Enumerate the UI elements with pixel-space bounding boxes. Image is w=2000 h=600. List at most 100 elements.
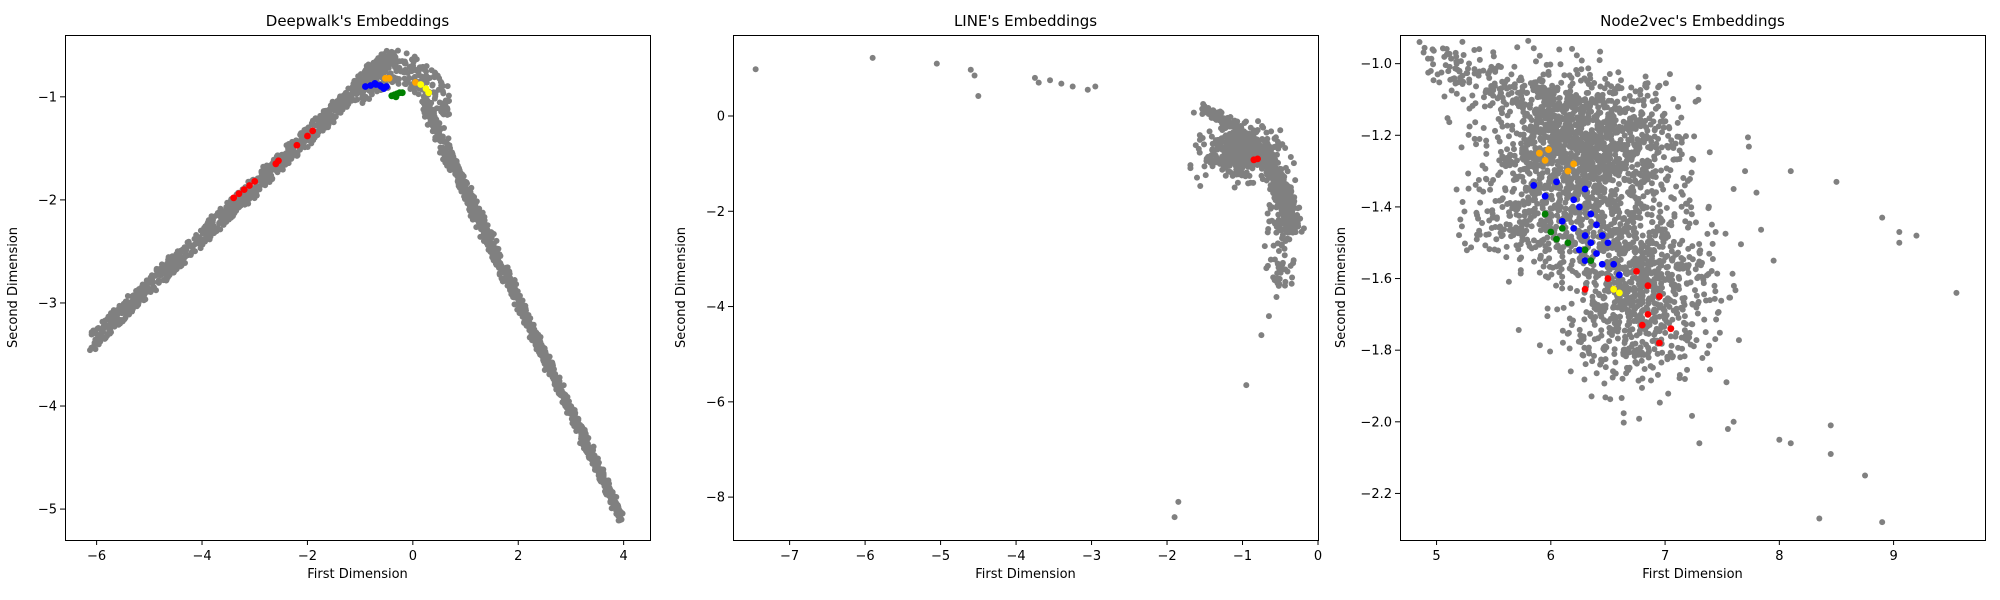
point: [1650, 197, 1657, 203]
point: [193, 231, 200, 238]
point: [335, 109, 342, 116]
point: [1653, 144, 1660, 151]
point: [1263, 177, 1270, 184]
point: [1615, 140, 1622, 147]
point: [1274, 260, 1281, 267]
point: [1670, 96, 1677, 103]
point: [1232, 159, 1239, 166]
point: [1588, 193, 1595, 200]
point: [1273, 151, 1280, 158]
point: [1521, 135, 1528, 142]
point: [178, 258, 185, 265]
y-tick-label: 0: [717, 109, 725, 124]
point: [1214, 111, 1221, 118]
point: [1320, 162, 1326, 168]
line-y-axis-label: Second Dimension: [674, 227, 689, 348]
point: [1529, 135, 1536, 142]
point: [1539, 163, 1546, 170]
point: [1286, 217, 1293, 224]
point: [1659, 129, 1665, 136]
y-tick-label: −5: [38, 503, 57, 518]
point: [327, 108, 334, 115]
point: [450, 166, 457, 173]
deepwalk-points: [87, 47, 626, 524]
point: [1276, 275, 1283, 282]
point: [1288, 202, 1295, 209]
y-tick-label: −1: [38, 90, 57, 105]
point: [469, 216, 476, 223]
point: [146, 288, 153, 295]
point: [1506, 162, 1513, 169]
point: [90, 343, 97, 350]
point: [1559, 151, 1566, 158]
point: [429, 82, 436, 89]
point: [458, 182, 465, 189]
point: [1536, 175, 1543, 182]
point: [541, 345, 548, 352]
deepwalk-series-4: [382, 74, 419, 86]
point: [343, 90, 350, 97]
point: [1287, 188, 1294, 195]
point: [1622, 144, 1629, 151]
point: [1660, 124, 1667, 131]
point: [1653, 189, 1660, 196]
point: [1617, 256, 1624, 263]
point: [1487, 186, 1494, 193]
point: [1744, 134, 1751, 141]
point: [1465, 185, 1472, 192]
point: [1273, 165, 1280, 172]
point: [1621, 132, 1628, 139]
point: [1236, 139, 1243, 146]
point: [1706, 149, 1713, 156]
point: [1678, 114, 1685, 121]
point: [251, 177, 259, 185]
point: [430, 73, 437, 80]
point: [1638, 118, 1645, 125]
point: [1520, 156, 1527, 163]
point: [1271, 194, 1278, 201]
point: [1640, 96, 1647, 103]
point: [1612, 151, 1619, 158]
point: [269, 175, 276, 182]
point: [1273, 143, 1280, 150]
point: [1549, 128, 1556, 135]
x-tick-label: −3: [1082, 549, 1101, 564]
point: [1279, 171, 1286, 178]
point: [568, 403, 575, 410]
point: [1084, 86, 1091, 93]
point: [445, 92, 452, 99]
point: [1031, 74, 1038, 81]
point: [1526, 162, 1533, 169]
point: [1273, 223, 1280, 230]
point: [1190, 109, 1197, 116]
point: [445, 155, 452, 162]
point: [571, 423, 578, 430]
point: [513, 289, 520, 296]
point: [1567, 83, 1574, 90]
point: [1607, 155, 1614, 162]
point: [1476, 136, 1483, 143]
point: [1618, 193, 1625, 200]
x-tick-label: −7: [780, 549, 799, 564]
point: [505, 270, 512, 277]
point: [1505, 156, 1512, 163]
point: [1623, 153, 1630, 160]
point: [1597, 83, 1604, 90]
point: [1234, 179, 1241, 186]
point: [439, 82, 446, 89]
point: [1554, 150, 1561, 157]
point: [97, 326, 104, 333]
point: [259, 173, 266, 180]
point: [1667, 167, 1674, 174]
point: [1660, 154, 1667, 161]
point: [1608, 136, 1615, 143]
point: [1616, 105, 1623, 112]
point: [1556, 46, 1563, 53]
point: [1628, 334, 1635, 341]
point: [1649, 205, 1656, 212]
point: [330, 103, 337, 110]
point: [1617, 109, 1624, 116]
point: [1264, 163, 1271, 170]
point: [1527, 127, 1534, 134]
point: [174, 262, 181, 269]
